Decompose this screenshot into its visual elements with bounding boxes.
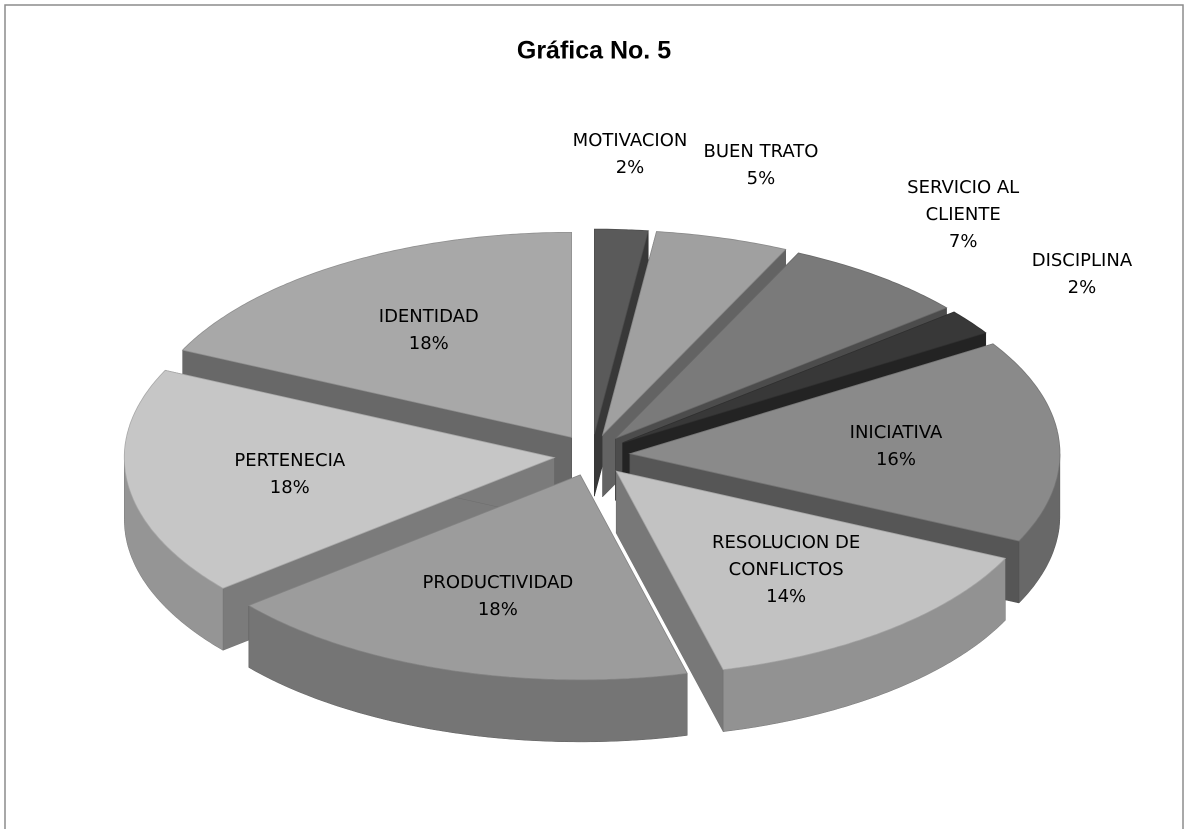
value-label: 7% bbox=[948, 231, 978, 253]
data-label-box: DISCIPLINA 2% bbox=[987, 229, 1177, 319]
category-label: INICIATIVA bbox=[849, 421, 943, 443]
data-label: SERVICIO AL CLIENTE 7% bbox=[868, 170, 1058, 260]
data-label-box: SERVICIO AL CLIENTE 7% bbox=[868, 170, 1058, 260]
slice bbox=[594, 228, 649, 435]
category-label: PRODUCTIVIDAD bbox=[422, 571, 574, 593]
category-label: RESOLUCION DE CONFLICTOS bbox=[712, 531, 861, 580]
slice bbox=[622, 311, 987, 444]
data-label: BUEN TRATO 5% bbox=[666, 120, 856, 210]
slice bbox=[628, 343, 1061, 542]
data-label: IDENTIDAD 18% bbox=[334, 285, 524, 375]
slice bbox=[615, 470, 1007, 671]
category-label: BUEN TRATO bbox=[703, 141, 819, 163]
data-label: RESOLUCION DE CONFLICTOS 14% bbox=[691, 524, 881, 614]
value-label: 18% bbox=[408, 333, 449, 355]
data-label: PRODUCTIVIDAD 18% bbox=[403, 551, 593, 641]
data-label: INICIATIVA 16% bbox=[801, 401, 991, 491]
data-label-box: MOTIVACION 2% bbox=[535, 109, 725, 199]
slice bbox=[181, 232, 572, 438]
data-label: PERTENECIA 18% bbox=[195, 429, 385, 519]
value-label: 18% bbox=[477, 598, 518, 620]
data-label-box: PERTENECIA 18% bbox=[195, 429, 385, 519]
slice bbox=[615, 252, 948, 439]
data-label-box: BUEN TRATO 5% bbox=[666, 120, 856, 210]
slice bbox=[247, 474, 688, 681]
data-label: DISCIPLINA 2% bbox=[987, 229, 1177, 319]
category-label: SERVICIO AL CLIENTE bbox=[907, 177, 1020, 226]
slice bbox=[123, 369, 556, 589]
data-label: MOTIVACION 2% bbox=[535, 109, 725, 199]
data-label-box: PRODUCTIVIDAD 18% bbox=[403, 551, 593, 641]
category-label: MOTIVACION bbox=[572, 130, 688, 152]
value-label: 16% bbox=[875, 448, 916, 470]
category-label: DISCIPLINA bbox=[1031, 249, 1133, 271]
value-label: 18% bbox=[269, 476, 310, 498]
data-label-box: INICIATIVA 16% bbox=[801, 401, 991, 491]
labels: MOTIVACION 2% BUEN TRATO 5% SERVICIO AL CLIE… bbox=[195, 109, 1177, 641]
data-label-box: IDENTIDAD 18% bbox=[334, 285, 524, 375]
category-label: IDENTIDAD bbox=[378, 306, 479, 328]
data-label-box: RESOLUCION DE CONFLICTOS 14% bbox=[691, 524, 881, 614]
category-label: PERTENECIA bbox=[234, 449, 346, 471]
value-label: 5% bbox=[746, 168, 776, 190]
value-label: 2% bbox=[1067, 276, 1097, 298]
value-label: 2% bbox=[615, 157, 645, 179]
chart-title: Gráfica No. 5 bbox=[517, 37, 671, 65]
pie bbox=[123, 228, 1061, 743]
value-label: 14% bbox=[766, 585, 807, 607]
slice bbox=[601, 231, 787, 437]
